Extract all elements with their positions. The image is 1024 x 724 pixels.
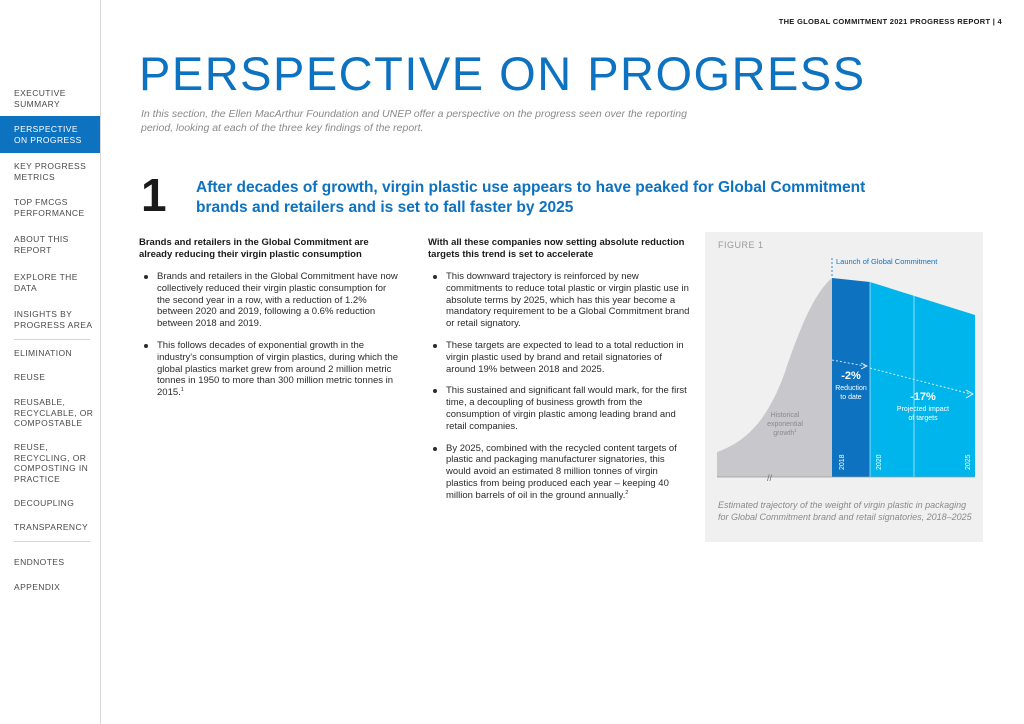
bullet-text: By 2025, combined with the recycled cont… (446, 442, 677, 501)
bullet-item: Brands and retailers in the Global Commi… (139, 271, 399, 330)
to-date-label: Reduction (835, 385, 867, 392)
historical-growth-area (717, 278, 832, 477)
bullet-item: This follows decades of exponential grow… (139, 340, 399, 399)
year-label-2018: 2018 (839, 454, 846, 470)
year-label-2025: 2025 (965, 454, 972, 470)
historical-label: exponential (767, 421, 803, 428)
left-column-heading: Brands and retailers in the Global Commi… (139, 237, 369, 260)
axis-break-mark: // (767, 473, 773, 483)
sidebar-item-appendix[interactable]: APPENDIX (14, 582, 61, 592)
bullet-text: Brands and retailers in the Global Commi… (157, 271, 398, 330)
year-label-2020: 2020 (876, 454, 883, 470)
bullet-text: These targets are expected to lead to a … (446, 339, 684, 375)
sidebar-item-key-progress-metrics[interactable]: KEY PROGRESS METRICS (14, 161, 87, 182)
projected-arrow (869, 367, 972, 395)
sidebar-item-endnotes[interactable]: ENDNOTES (14, 557, 65, 567)
footnote-ref[interactable]: 1 (180, 387, 184, 394)
sidebar-divider (14, 339, 90, 340)
intro-text: In this section, the Ellen MacArthur Fou… (141, 108, 687, 134)
bullet-item: By 2025, combined with the recycled cont… (428, 443, 690, 502)
launch-label: Launch of Global Commitment (836, 257, 938, 266)
running-header: THE GLOBAL COMMITMENT 2021 PROGRESS REPO… (778, 17, 1002, 26)
to-date-arrow (831, 359, 866, 367)
projected-label: of targets (908, 415, 938, 422)
bullet-item: These targets are expected to lead to a … (428, 340, 690, 375)
sidebar-nav: EXECUTIVE SUMMARY PERSPECTIVE ON PROGRES… (0, 0, 101, 724)
middle-column: With all these companies now setting abs… (428, 237, 690, 512)
sidebar-item-about-this-report[interactable]: ABOUT THIS REPORT (14, 234, 69, 255)
projected-arrowhead (965, 389, 974, 399)
finding-heading: After decades of growth, virgin plastic … (196, 179, 866, 216)
projected-pct: -17% (910, 391, 936, 403)
middle-column-heading: With all these companies now setting abs… (428, 237, 685, 260)
to-date-pct: -2% (841, 370, 861, 382)
sidebar-item-insights-by-progress-area[interactable]: INSIGHTS BY PROGRESS AREA (14, 309, 93, 330)
projected-impact-area (870, 282, 975, 477)
bullet-text: This sustained and significant fall woul… (446, 385, 687, 432)
to-date-arrowhead (860, 362, 868, 370)
reduction-to-date-area (832, 278, 870, 477)
historical-label: growth1 (773, 428, 797, 437)
bullet-item: This downward trajectory is reinforced b… (428, 271, 690, 330)
finding-number: 1 (141, 169, 167, 221)
sidebar-item-decoupling[interactable]: DECOUPLING (14, 498, 75, 508)
left-column: Brands and retailers in the Global Commi… (139, 237, 399, 409)
bullet-text: This downward trajectory is reinforced b… (446, 271, 690, 330)
projected-label: Projected impact (897, 406, 949, 413)
sidebar-item-explore-the-data[interactable]: EXPLORE THE DATA (14, 272, 78, 293)
sidebar-item-elimination[interactable]: ELIMINATION (14, 348, 73, 358)
bullet-text: This follows decades of exponential grow… (157, 339, 399, 399)
sidebar-item-executive-summary[interactable]: EXECUTIVE SUMMARY (14, 88, 66, 109)
sidebar-item-transparency[interactable]: TRANSPARENCY (14, 522, 89, 532)
sidebar-divider (14, 541, 90, 542)
figure-panel: Launch of Global Commitment Historical e… (705, 232, 983, 542)
figure-label: FIGURE 1 (718, 240, 764, 250)
footnote-ref[interactable]: 2 (625, 489, 629, 496)
sidebar-item-perspective-on-progress[interactable]: PERSPECTIVE ON PROGRESS (0, 116, 100, 153)
sidebar-item-reusable-recyclable-compostable[interactable]: REUSABLE, RECYCLABLE, OR COMPOSTABLE (14, 397, 94, 428)
historical-label: Historical (771, 412, 800, 419)
sidebar-item-reuse-recycling-composting[interactable]: REUSE, RECYCLING, OR COMPOSTING IN PRACT… (14, 442, 89, 484)
sidebar-item-reuse[interactable]: REUSE (14, 372, 46, 382)
bullet-item: This sustained and significant fall woul… (428, 385, 690, 432)
page-title: PERSPECTIVE ON PROGRESS (139, 47, 866, 100)
figure-chart: Launch of Global Commitment Historical e… (717, 257, 975, 483)
figure-caption: Estimated trajectory of the weight of vi… (718, 500, 972, 522)
sidebar-item-top-fmcgs-performance[interactable]: TOP FMCGS PERFORMANCE (14, 197, 85, 218)
to-date-label: to date (840, 394, 862, 401)
